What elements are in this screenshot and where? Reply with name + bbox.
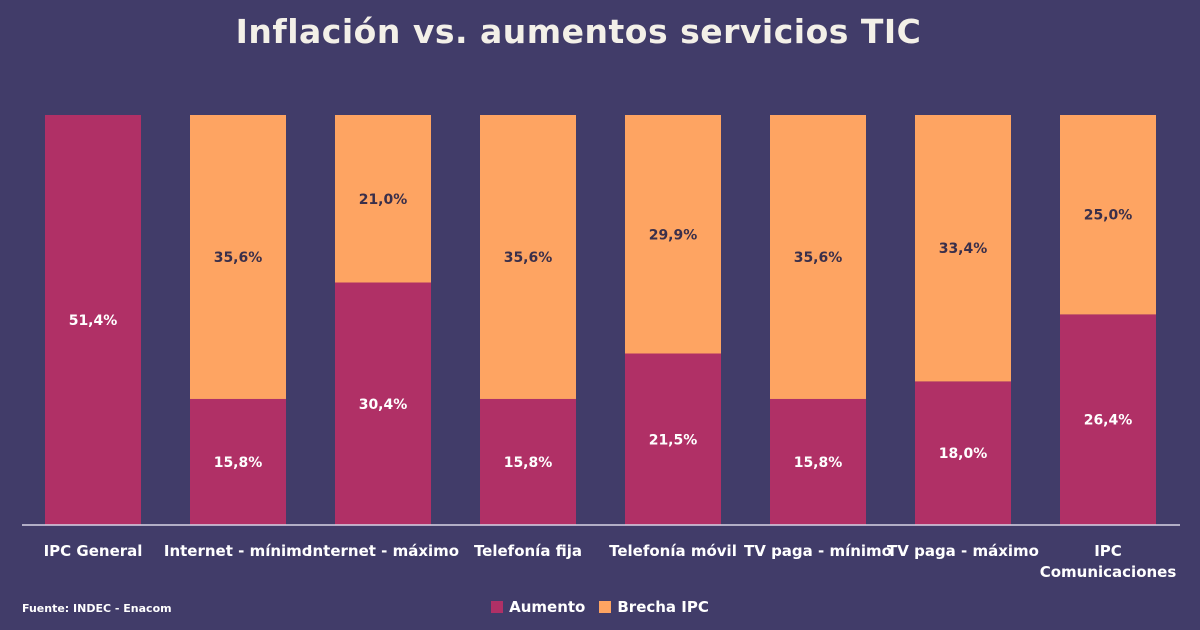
- bars-group: [45, 115, 1156, 525]
- data-label-aumento-0: 51,4%: [69, 313, 118, 329]
- bar-segment-brecha-6: [915, 115, 1011, 382]
- bar-labels-group: 51,4% 15,8% 35,6% 30,4% 21,0% 15,8% 35,6% 21,5%…: [69, 192, 1133, 471]
- bar-segment-aumento-1: [190, 398, 286, 525]
- source-note: Fuente: INDEC - Enacom: [22, 602, 172, 615]
- category-label-4: Telefonía móvil: [609, 542, 737, 560]
- category-label-0: IPC General: [44, 542, 143, 560]
- bar-segment-aumento-2: [335, 282, 431, 525]
- legend-label-aumento: Aumento: [509, 598, 586, 616]
- data-label-brecha-6: 33,4%: [939, 241, 988, 257]
- data-label-aumento-3: 15,8%: [504, 455, 553, 471]
- legend: Aumento Brecha IPC: [0, 598, 1200, 616]
- bar-segment-brecha-5: [770, 115, 866, 399]
- data-label-aumento-1: 15,8%: [214, 455, 263, 471]
- bar-segment-brecha-4: [625, 115, 721, 354]
- legend-swatch-brecha-ipc: [599, 601, 612, 613]
- legend-item-aumento: Aumento: [491, 598, 585, 616]
- data-label-aumento-2: 30,4%: [359, 397, 408, 413]
- bar-segment-aumento-7: [1060, 314, 1156, 525]
- bar-segment-brecha-1: [190, 115, 286, 399]
- data-label-brecha-3: 35,6%: [504, 250, 553, 266]
- bar-segment-aumento-3: [480, 398, 576, 525]
- bar-segment-aumento-0: [45, 115, 141, 525]
- data-label-brecha-4: 29,9%: [649, 227, 698, 243]
- data-label-brecha-7: 25,0%: [1084, 208, 1133, 224]
- chart-title: Inflación vs. aumentos servicios TIC: [235, 12, 922, 51]
- category-label-7: IPC Comunicaciones: [1040, 542, 1177, 581]
- data-label-aumento-5: 15,8%: [794, 455, 843, 471]
- data-label-aumento-6: 18,0%: [939, 446, 988, 462]
- legend-item-brecha-ipc: Brecha IPC: [599, 598, 709, 616]
- category-label-2: Internet - máximo: [307, 542, 459, 560]
- category-label-5: TV paga - mínimo: [744, 542, 892, 560]
- legend-swatch-aumento: [491, 601, 504, 613]
- category-label-3: Telefonía fija: [474, 542, 582, 560]
- bar-segment-brecha-2: [335, 115, 431, 283]
- data-label-aumento-7: 26,4%: [1084, 413, 1133, 429]
- data-label-brecha-5: 35,6%: [794, 250, 843, 266]
- category-label-6: TV paga - máximo: [887, 542, 1039, 560]
- bar-segment-aumento-4: [625, 353, 721, 525]
- legend-label-brecha-ipc: Brecha IPC: [617, 598, 709, 616]
- data-label-brecha-1: 35,6%: [214, 250, 263, 266]
- category-label-1: Internet - mínimo: [164, 542, 312, 560]
- bar-segment-aumento-5: [770, 398, 866, 525]
- bar-segment-aumento-6: [915, 381, 1011, 525]
- data-label-aumento-4: 21,5%: [649, 432, 698, 448]
- bar-segment-brecha-7: [1060, 115, 1156, 315]
- data-label-brecha-2: 21,0%: [359, 192, 408, 208]
- bar-segment-brecha-3: [480, 115, 576, 399]
